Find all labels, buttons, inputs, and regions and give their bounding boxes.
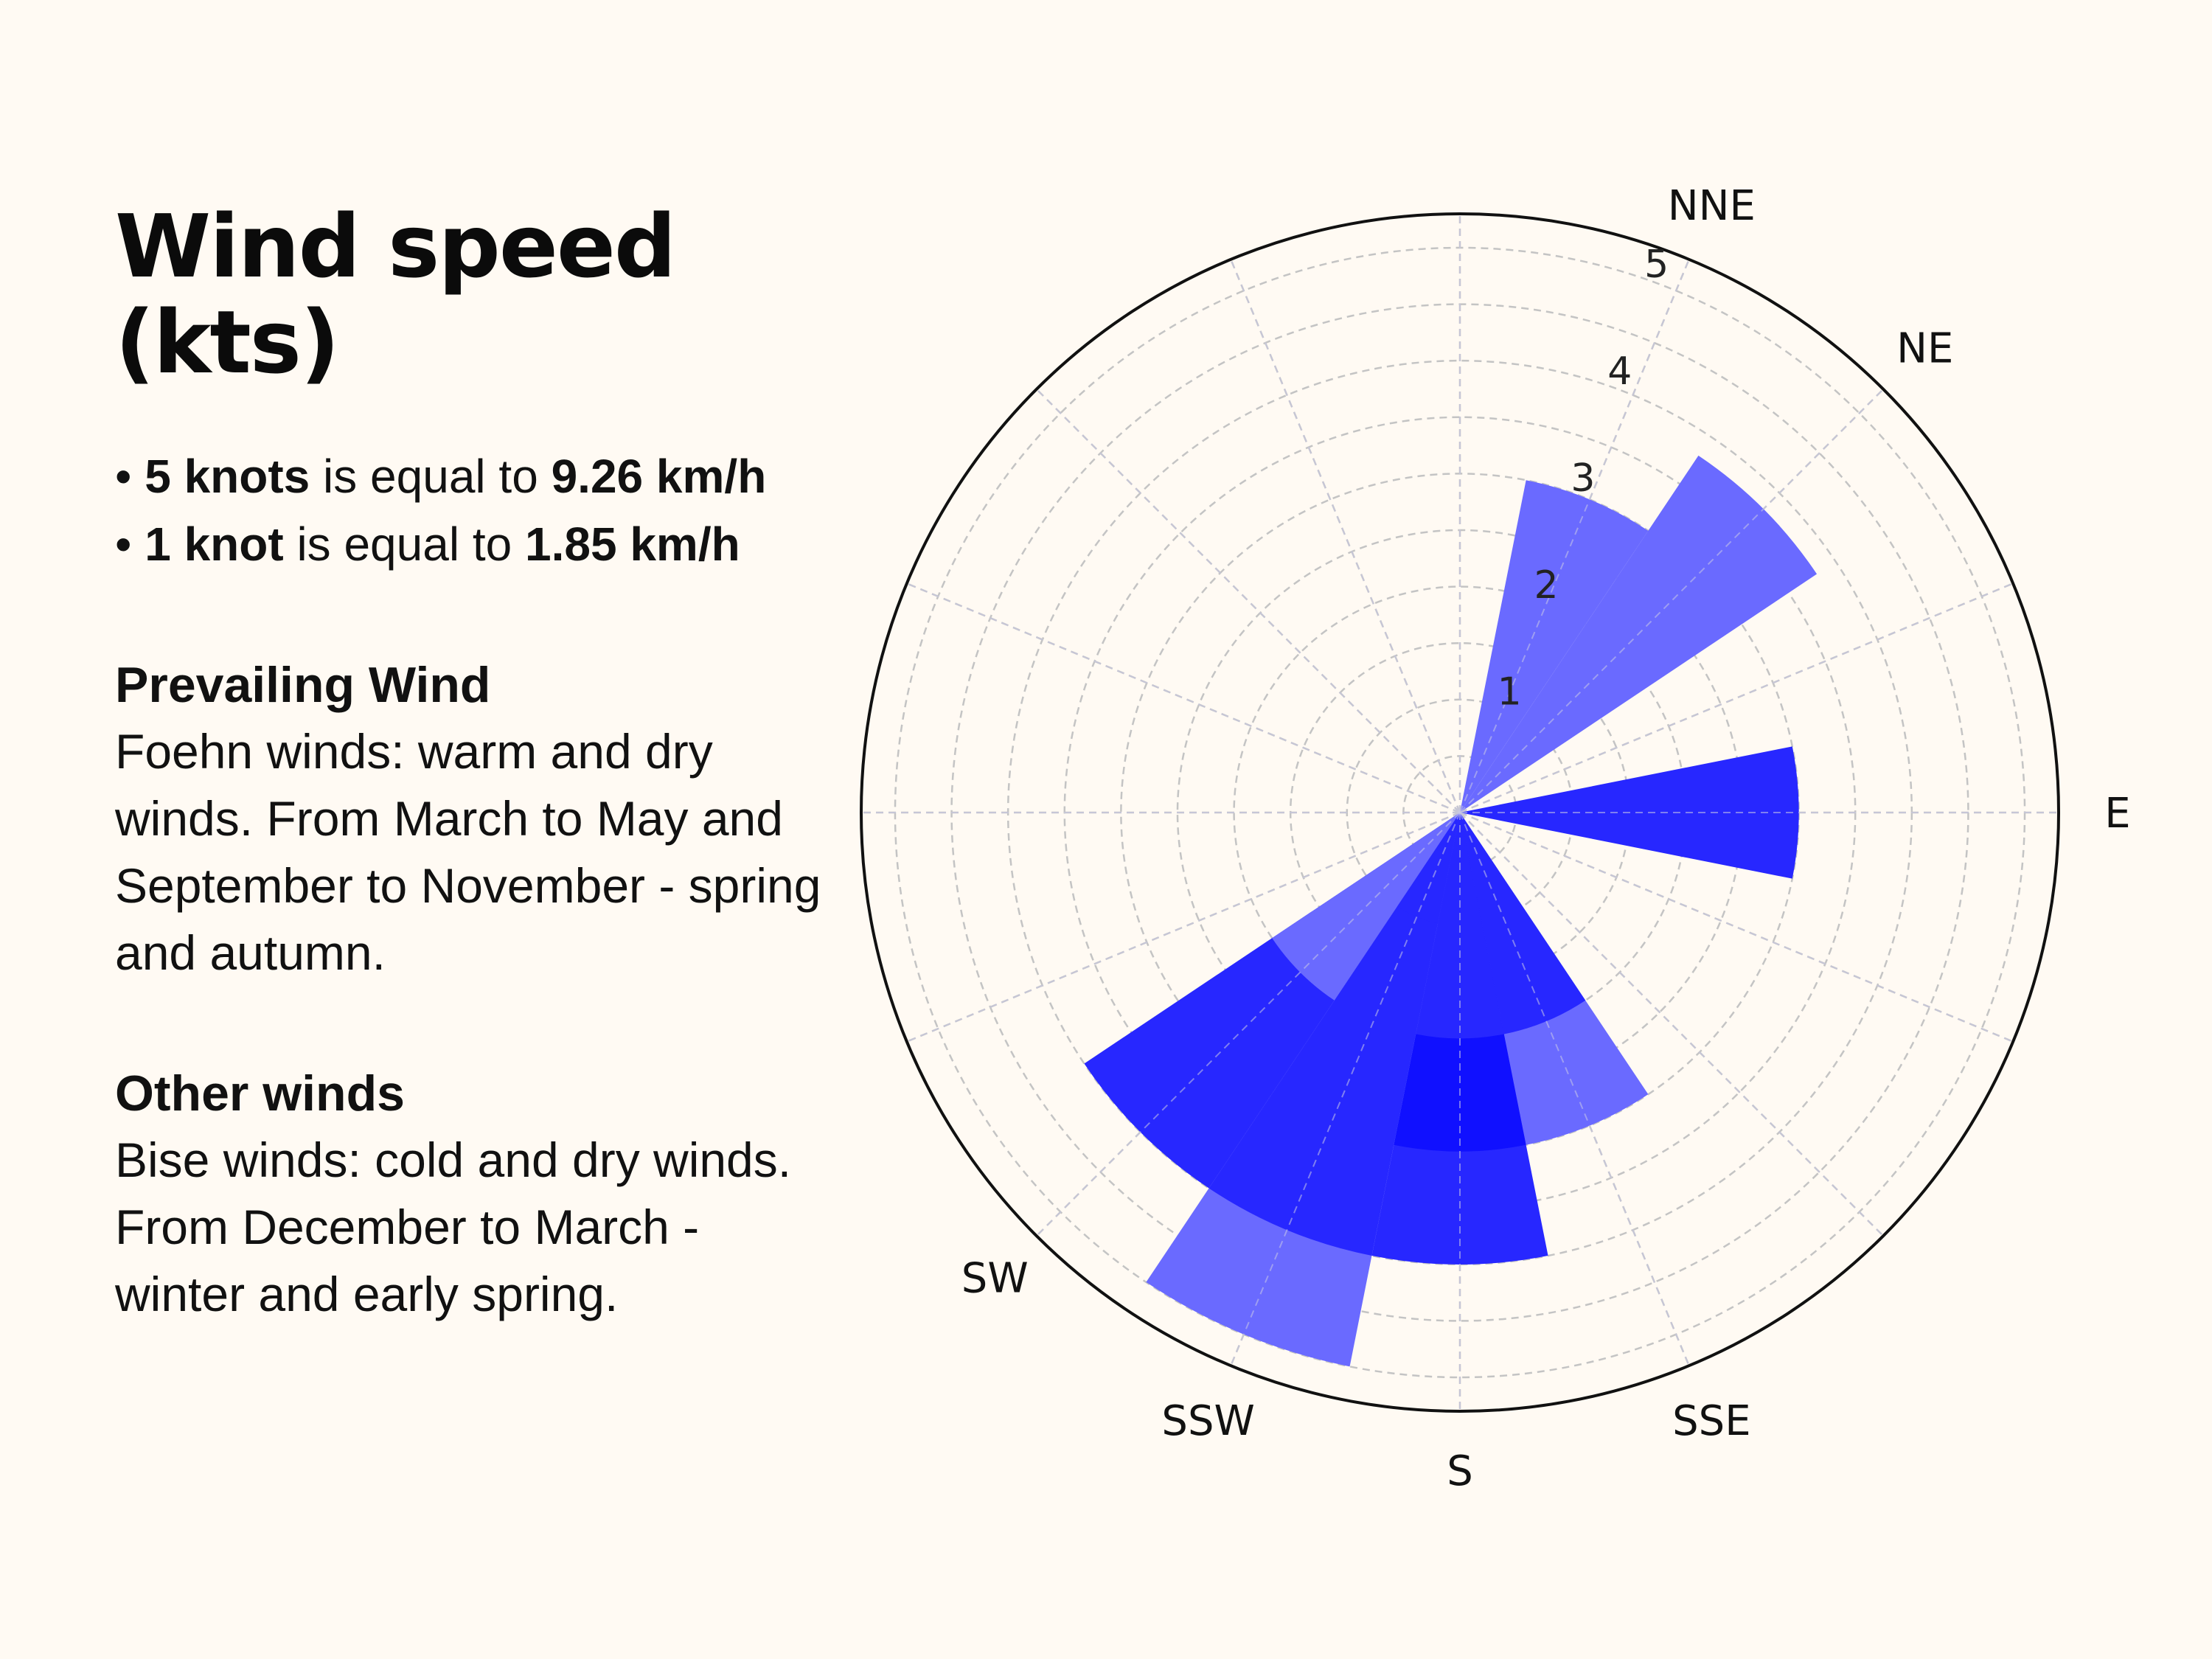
bar-sse xyxy=(1460,813,1586,1034)
direction-label-ne: NE xyxy=(1896,324,1953,372)
wind-rose-radial-ticks: 1 2 3 4 5 xyxy=(1498,243,1669,714)
other-winds-section: Other winds Bise winds: cold and dry win… xyxy=(115,1060,926,1328)
wind-rose-bars xyxy=(861,214,2059,1411)
radial-tick-label: 1 xyxy=(1498,670,1522,714)
bullet-bold-result: 1.85 km/h xyxy=(524,517,740,571)
bullet-connector: is equal to xyxy=(310,449,552,503)
radial-tick-label: 4 xyxy=(1607,349,1632,394)
direction-label-ssw: SSW xyxy=(1161,1397,1254,1445)
direction-label-s: S xyxy=(1447,1447,1473,1495)
wind-rose-direction-labels: NNE NE E SSE S SSW SW xyxy=(961,182,2131,1495)
other-winds-heading: Other winds xyxy=(115,1065,405,1121)
bar-nne xyxy=(1460,480,1649,813)
bullet-bold-value: 5 knots xyxy=(145,449,310,503)
bullet-knots-5: • 5 knots is equal to 9.26 km/h xyxy=(115,449,767,503)
direction-label-sw: SW xyxy=(961,1255,1029,1303)
direction-label-sse: SSE xyxy=(1672,1397,1750,1445)
other-winds-text: Bise winds: cold and dry winds. From Dec… xyxy=(115,1132,792,1321)
bullet-connector: is equal to xyxy=(283,517,525,571)
outer-circle xyxy=(860,212,2060,1413)
prevailing-wind-heading: Prevailing Wind xyxy=(115,656,491,713)
bullet-bold-value: 1 knot xyxy=(145,517,284,571)
direction-label-nne: NNE xyxy=(1668,182,1756,230)
bullet-knots-1: • 1 knot is equal to 1.85 km/h xyxy=(115,517,740,571)
page-title: Wind speed (kts) xyxy=(115,195,676,393)
wind-rose-chart: 1 2 3 4 5 NNE NE E SSE S SSW SW xyxy=(860,182,2131,1495)
text-panel: Wind speed (kts) • 5 knots is equal to 9… xyxy=(115,195,926,1328)
radial-tick-label: 5 xyxy=(1644,243,1669,287)
direction-label-e: E xyxy=(2104,790,2130,838)
prevailing-wind-text: Foehn winds: warm and dry winds. From Ma… xyxy=(115,723,821,980)
bar-ssw xyxy=(1208,813,1460,1256)
radial-tick-label: 3 xyxy=(1571,456,1595,501)
bullet-bold-result: 9.26 km/h xyxy=(551,449,767,503)
bar-ssw xyxy=(1397,813,1460,924)
prevailing-wind-section: Prevailing Wind Foehn winds: warm and dr… xyxy=(115,652,926,987)
radial-tick-label: 2 xyxy=(1534,563,1558,608)
